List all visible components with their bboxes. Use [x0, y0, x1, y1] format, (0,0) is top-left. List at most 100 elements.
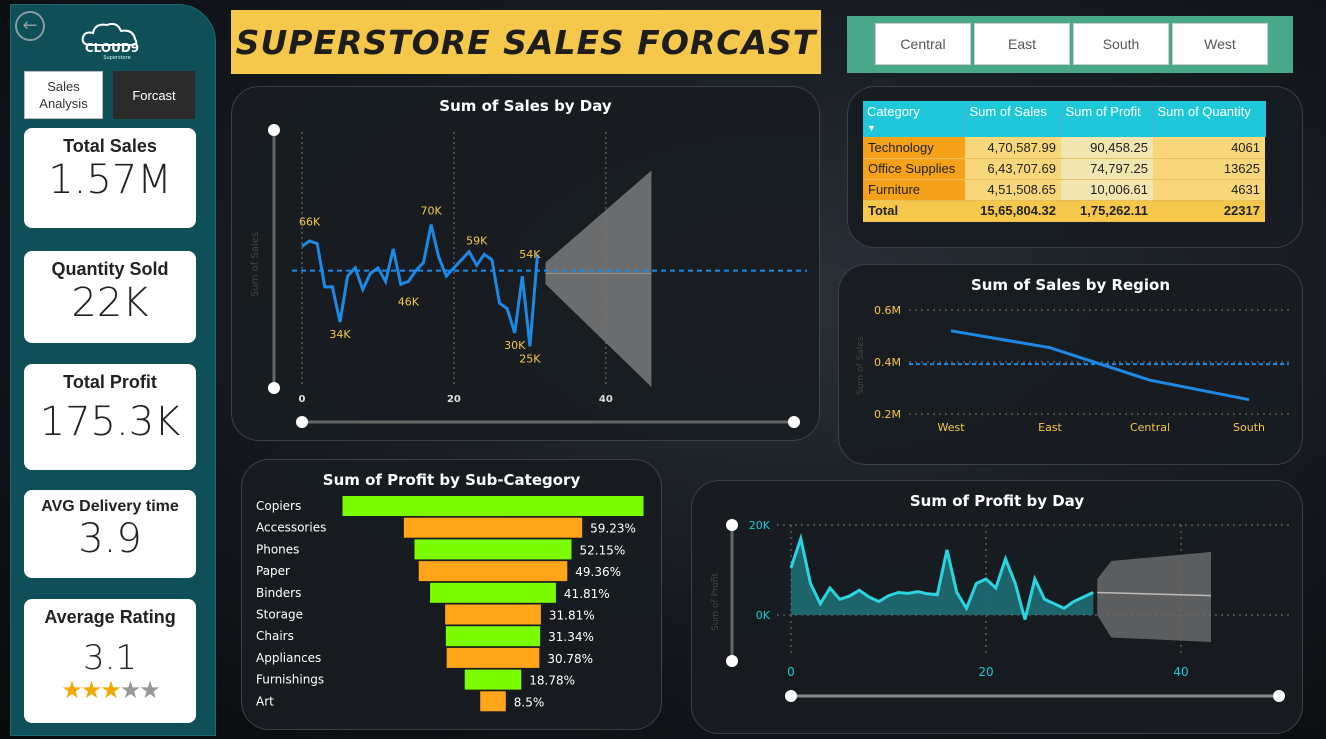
- data-label: 25K: [519, 352, 541, 365]
- header-category[interactable]: Category ▼: [863, 101, 966, 137]
- data-label: 30.78%: [547, 652, 593, 666]
- slicer-south[interactable]: South: [1073, 23, 1169, 65]
- funnel-bar: [445, 604, 541, 625]
- y-tick-label: 20K: [749, 519, 771, 532]
- funnel-bar: [464, 669, 522, 690]
- kpi-value: 3.1: [82, 638, 138, 678]
- kpi-value: 175.3K: [39, 399, 181, 445]
- slicer-west[interactable]: West: [1172, 23, 1268, 65]
- slicer-central[interactable]: Central: [875, 23, 971, 65]
- table-total-row: Total 15,65,804.32 1,75,262.11 22317: [863, 200, 1265, 222]
- category-label: Accessories: [256, 521, 326, 535]
- header-sum-of-profit[interactable]: Sum of Profit: [1061, 101, 1154, 137]
- star-filled-icon: ★: [61, 676, 82, 704]
- data-label: 59.23%: [590, 522, 636, 536]
- logo-subtitle: Superstore: [103, 55, 131, 61]
- table-row[interactable]: Furniture 4,51,508.65 10,006.61 4631: [863, 179, 1265, 201]
- data-label: 59K: [466, 234, 488, 247]
- y-tick-label: 0.4M: [874, 356, 901, 369]
- data-label: 30K: [504, 339, 526, 352]
- category-label: Storage: [256, 608, 303, 622]
- x-range-slider-handle: [296, 416, 308, 428]
- table-row[interactable]: Office Supplies 6,43,707.69 74,797.25 13…: [863, 158, 1265, 180]
- x-tick-label: West: [937, 421, 965, 434]
- cell-sales: 6,43,707.69: [965, 158, 1061, 180]
- logo: CLOUD9 Superstore: [77, 19, 147, 69]
- funnel-bar: [403, 517, 583, 538]
- x-tick-label: 40: [599, 394, 613, 405]
- kpi-title: Average Rating: [44, 607, 176, 627]
- x-range-slider-handle: [1273, 690, 1285, 702]
- data-label: 8.5%: [514, 695, 545, 709]
- kpi-value: 1.57M: [48, 157, 172, 203]
- data-label: 18.78%: [529, 674, 575, 688]
- category-label: Appliances: [256, 651, 321, 665]
- kpi-value: 3.9: [78, 516, 142, 562]
- kpi-title: Total Profit: [63, 372, 157, 392]
- header-label: Category: [867, 104, 920, 119]
- category-label: Phones: [256, 542, 299, 556]
- cell-quantity: 4061: [1153, 137, 1265, 159]
- cell-total-label: Total: [863, 200, 965, 222]
- logo-text: CLOUD9: [84, 41, 140, 55]
- slicer-east[interactable]: East: [974, 23, 1070, 65]
- data-label: 52.15%: [579, 543, 625, 557]
- sales-by-region-panel: Sum of Sales by Region 0.6M 0.4M 0.2M Sum o…: [838, 264, 1303, 465]
- cell-category: Office Supplies: [863, 158, 965, 180]
- funnel-bar: [480, 691, 506, 712]
- cell-total-quantity: 22317: [1153, 200, 1265, 222]
- kpi-total-sales: Total Sales 1.57M: [24, 128, 196, 228]
- profit-by-day-chart: Sum of Profit 20K 0K 0 20 40: [711, 519, 1292, 702]
- kpi-title: Quantity Sold: [51, 259, 169, 279]
- cell-profit: 74,797.25: [1061, 158, 1153, 180]
- profit-by-subcategory-chart: Copiers Accessories 59.23% Phones 52.15% Pape…: [256, 496, 644, 712]
- data-label: 41.81%: [564, 587, 610, 601]
- x-tick-label: 20: [447, 394, 461, 405]
- category-label: Paper: [256, 564, 290, 578]
- kpi-average-rating: Average Rating 3.1 ★★★★★: [24, 599, 196, 723]
- star-empty-icon: ★: [119, 676, 141, 704]
- sales-series-line: [301, 224, 539, 347]
- header-sum-of-sales[interactable]: Sum of Sales: [965, 101, 1062, 137]
- y-axis-label: Sum of Profit: [711, 572, 721, 631]
- kpi-title: AVG Delivery time: [41, 498, 179, 515]
- funnel-bar: [414, 539, 572, 560]
- kpi-avg-delivery-time: AVG Delivery time 3.9: [24, 490, 196, 578]
- forecast-band: [1097, 552, 1211, 642]
- star-filled-icon: ★: [100, 676, 121, 704]
- star-filled-icon: ★: [80, 676, 102, 704]
- nav-forecast-button[interactable]: Forcast: [113, 71, 195, 119]
- region-slicer: Central East South West: [847, 16, 1293, 73]
- y-tick-label: 0.2M: [874, 408, 901, 421]
- kpi-title: Total Sales: [63, 136, 157, 156]
- category-label: Copiers: [256, 499, 301, 513]
- cell-quantity: 4631: [1153, 179, 1265, 201]
- kpi-quantity-sold: Quantity Sold 22K: [24, 251, 196, 343]
- category-label: Art: [256, 694, 274, 708]
- cell-category: Technology: [863, 137, 965, 159]
- title-banner: SUPERSTORE SALES FORCAST: [231, 10, 821, 74]
- cell-sales: 4,70,587.99: [965, 137, 1061, 159]
- kpi-value: 22K: [71, 280, 149, 326]
- data-label: 31.34%: [548, 630, 594, 644]
- y-tick-label: 0.6M: [874, 304, 901, 317]
- kpi-total-profit: Total Profit 175.3K: [24, 364, 196, 470]
- nav-sales-analysis-button[interactable]: Sales Analysis: [24, 71, 103, 119]
- table-row[interactable]: Technology 4,70,587.99 90,458.25 4061: [863, 137, 1265, 159]
- cell-total-sales: 15,65,804.32: [965, 200, 1061, 222]
- x-tick-label: 20: [978, 665, 993, 679]
- chart-title: Sum of Sales by Region: [970, 276, 1171, 294]
- forecast-band: [545, 170, 652, 387]
- chart-title: Sum of Sales by Day: [439, 97, 612, 115]
- sort-desc-icon[interactable]: ▼: [867, 123, 876, 133]
- category-label: Chairs: [256, 629, 294, 643]
- x-tick-label: East: [1038, 421, 1062, 434]
- profit-by-day-panel: Sum of Profit by Day Sum of Profit 20K 0K 0…: [691, 480, 1303, 734]
- header-sum-of-quantity[interactable]: Sum of Quantity: [1153, 101, 1266, 137]
- funnel-bar: [430, 582, 556, 603]
- x-tick-label: 40: [1173, 665, 1188, 679]
- x-tick-label: South: [1233, 421, 1265, 434]
- profit-series-line: [789, 532, 1094, 620]
- cell-category: Furniture: [863, 179, 965, 201]
- back-arrow-icon[interactable]: ←: [15, 11, 45, 41]
